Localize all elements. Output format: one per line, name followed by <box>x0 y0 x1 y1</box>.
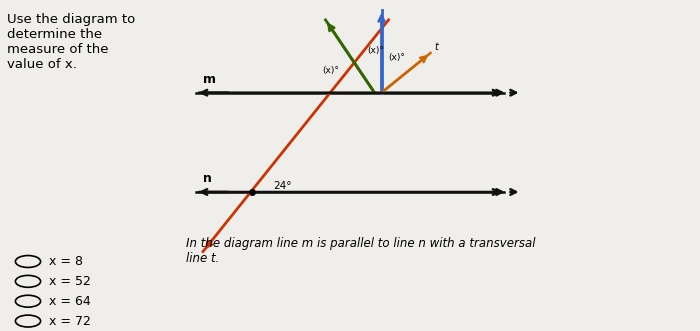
Text: m: m <box>203 73 216 86</box>
Text: x = 52: x = 52 <box>49 275 91 288</box>
Text: t: t <box>434 42 438 52</box>
Text: (x)°: (x)° <box>322 66 339 75</box>
Text: 24°: 24° <box>273 181 291 191</box>
Text: x = 64: x = 64 <box>49 295 91 308</box>
Text: x = 8: x = 8 <box>49 255 83 268</box>
Text: (x)°: (x)° <box>368 46 384 55</box>
Text: x = 72: x = 72 <box>49 314 91 328</box>
Text: Use the diagram to
determine the
measure of the
value of x.: Use the diagram to determine the measure… <box>7 13 135 71</box>
Text: (x)°: (x)° <box>389 53 405 62</box>
Text: n: n <box>203 172 212 185</box>
Text: In the diagram line m is parallel to line n with a transversal
line t.: In the diagram line m is parallel to lin… <box>186 237 535 265</box>
